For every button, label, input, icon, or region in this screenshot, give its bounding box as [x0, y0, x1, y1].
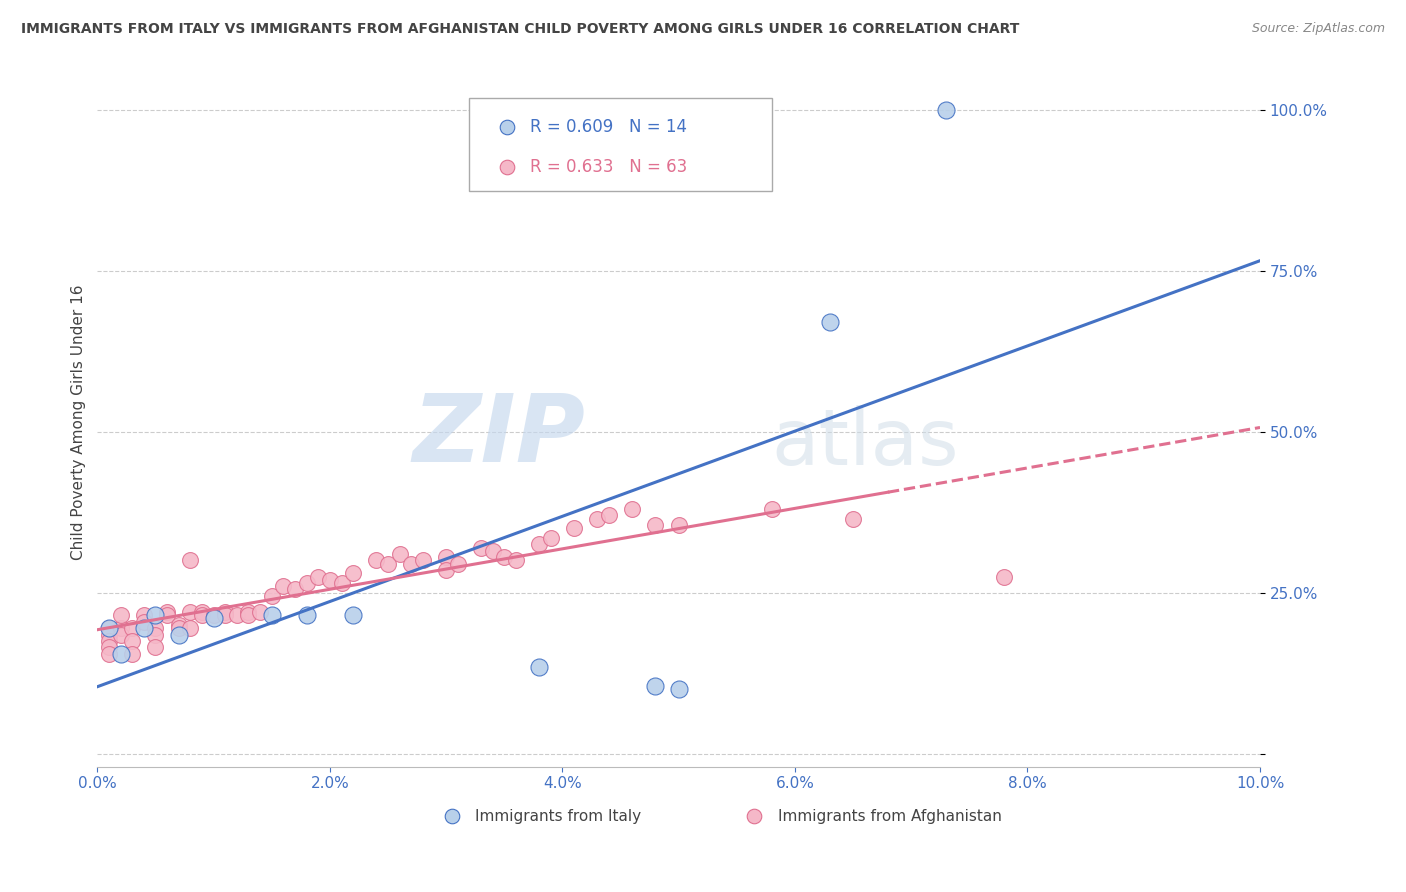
Point	[330, 576, 353, 591]
Point	[284, 582, 307, 597]
Point	[342, 566, 364, 581]
Point	[145, 621, 167, 635]
Point	[273, 579, 295, 593]
Point	[121, 634, 143, 648]
Point	[98, 647, 121, 661]
Point	[145, 640, 167, 655]
Point	[98, 621, 121, 635]
Point	[668, 682, 690, 697]
Point	[98, 634, 121, 648]
Point	[214, 605, 236, 619]
Point	[527, 537, 550, 551]
Point	[644, 679, 666, 693]
Point	[434, 550, 457, 565]
Point	[214, 608, 236, 623]
Point	[156, 608, 179, 623]
Point	[935, 103, 957, 117]
Point	[562, 521, 585, 535]
Point	[110, 627, 132, 641]
Point	[145, 608, 167, 623]
Point	[586, 511, 609, 525]
Point	[319, 573, 342, 587]
Point	[238, 605, 260, 619]
Point	[598, 508, 620, 523]
Point	[179, 553, 201, 567]
Text: atlas: atlas	[772, 405, 959, 481]
Point	[202, 611, 225, 625]
Point	[98, 621, 121, 635]
Point	[191, 608, 214, 623]
Point	[167, 627, 190, 641]
Text: Immigrants from Italy: Immigrants from Italy	[475, 809, 641, 823]
Point	[644, 518, 666, 533]
Point	[179, 605, 201, 619]
Point	[412, 553, 434, 567]
Point	[238, 608, 260, 623]
Text: Immigrants from Afghanistan: Immigrants from Afghanistan	[778, 809, 1001, 823]
Point	[110, 647, 132, 661]
Point	[377, 557, 399, 571]
Text: R = 0.609   N = 14: R = 0.609 N = 14	[530, 119, 688, 136]
Point	[527, 659, 550, 673]
Point	[167, 621, 190, 635]
Point	[260, 608, 283, 623]
Text: ZIP: ZIP	[413, 390, 586, 482]
Point	[225, 608, 247, 623]
Point	[447, 557, 470, 571]
Text: R = 0.633   N = 63: R = 0.633 N = 63	[530, 158, 688, 176]
Text: Source: ZipAtlas.com: Source: ZipAtlas.com	[1251, 22, 1385, 36]
Point	[249, 605, 271, 619]
Point	[818, 315, 841, 329]
Point	[98, 640, 121, 655]
Point	[110, 621, 132, 635]
Point	[98, 627, 121, 641]
Point	[668, 518, 690, 533]
Point	[993, 569, 1015, 583]
Point	[505, 553, 527, 567]
Point	[295, 608, 318, 623]
Point	[342, 608, 364, 623]
Point	[481, 543, 503, 558]
Point	[179, 621, 201, 635]
Point	[307, 569, 329, 583]
Point	[621, 502, 644, 516]
Point	[121, 621, 143, 635]
Point	[191, 605, 214, 619]
Point	[132, 621, 155, 635]
Point	[295, 576, 318, 591]
Point	[388, 547, 411, 561]
Point	[121, 647, 143, 661]
Point	[761, 502, 783, 516]
Point	[470, 541, 492, 555]
FancyBboxPatch shape	[470, 98, 772, 191]
Y-axis label: Child Poverty Among Girls Under 16: Child Poverty Among Girls Under 16	[72, 285, 86, 560]
Point	[167, 617, 190, 632]
Point	[494, 550, 516, 565]
Point	[132, 615, 155, 629]
Point	[156, 605, 179, 619]
Point	[202, 608, 225, 623]
Point	[401, 557, 423, 571]
Point	[110, 608, 132, 623]
Text: IMMIGRANTS FROM ITALY VS IMMIGRANTS FROM AFGHANISTAN CHILD POVERTY AMONG GIRLS U: IMMIGRANTS FROM ITALY VS IMMIGRANTS FROM…	[21, 22, 1019, 37]
Point	[540, 531, 562, 545]
Point	[260, 589, 283, 603]
Point	[434, 563, 457, 577]
Point	[132, 608, 155, 623]
Point	[842, 511, 865, 525]
Point	[366, 553, 388, 567]
Point	[145, 627, 167, 641]
